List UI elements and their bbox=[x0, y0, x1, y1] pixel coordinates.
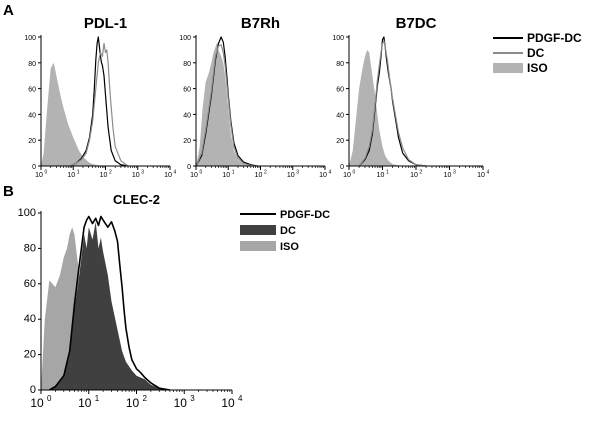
x-tick-exponent: 4 bbox=[487, 170, 490, 176]
y-tick-label: 40 bbox=[336, 112, 344, 119]
legend-label-pdgf-dc: PDGF-DC bbox=[280, 209, 330, 221]
x-tick-exponent: 0 bbox=[353, 170, 356, 176]
x-tick-label: 10 bbox=[190, 172, 198, 179]
y-tick-label: 60 bbox=[336, 87, 344, 94]
legend-label-dc: DC bbox=[280, 225, 296, 237]
y-tick-label: 100 bbox=[18, 207, 36, 219]
x-tick-exponent: 2 bbox=[109, 170, 112, 176]
y-tick-label: 40 bbox=[183, 112, 191, 119]
x-tick-exponent: 1 bbox=[77, 170, 80, 176]
x-tick-exponent: 4 bbox=[329, 170, 332, 176]
chart-title: B7DC bbox=[396, 15, 437, 32]
legend-label-dc: DC bbox=[527, 46, 545, 60]
series-iso-fill bbox=[41, 62, 106, 166]
x-tick-exponent: 2 bbox=[420, 170, 423, 176]
legend-label-iso: ISO bbox=[280, 241, 299, 253]
x-tick-label: 10 bbox=[410, 172, 418, 179]
chart-title: PDL-1 bbox=[84, 15, 127, 32]
x-tick-exponent: 3 bbox=[190, 394, 195, 403]
y-tick-label: 20 bbox=[24, 349, 36, 361]
x-tick-exponent: 3 bbox=[453, 170, 456, 176]
x-tick-label: 10 bbox=[343, 172, 351, 179]
y-tick-label: 20 bbox=[183, 138, 191, 145]
x-tick-exponent: 4 bbox=[238, 394, 243, 403]
chart-title: B7Rh bbox=[241, 15, 280, 32]
y-tick-label: 100 bbox=[332, 35, 344, 42]
chart-title: CLEC-2 bbox=[113, 192, 160, 207]
y-tick-label: 0 bbox=[30, 384, 36, 396]
legend-swatch-iso bbox=[240, 241, 276, 251]
series-dc-line bbox=[358, 40, 427, 167]
x-tick-label: 10 bbox=[377, 172, 385, 179]
y-tick-label: 20 bbox=[28, 138, 36, 145]
panel-b-label: B bbox=[3, 183, 14, 200]
legend-swatch-iso bbox=[493, 63, 523, 73]
x-tick-exponent: 2 bbox=[264, 170, 267, 176]
legend-label-pdgf-dc: PDGF-DC bbox=[527, 31, 582, 45]
y-tick-label: 40 bbox=[24, 313, 36, 325]
x-tick-label: 10 bbox=[222, 172, 230, 179]
series-dc-line bbox=[69, 42, 129, 167]
series-dc-line bbox=[195, 44, 258, 167]
panel-a-label: A bbox=[3, 2, 14, 19]
y-tick-label: 60 bbox=[183, 87, 191, 94]
x-tick-exponent: 0 bbox=[200, 170, 203, 176]
series-iso-fill bbox=[196, 42, 251, 167]
y-tick-label: 80 bbox=[183, 61, 191, 68]
y-tick-label: 100 bbox=[179, 35, 191, 42]
x-tick-label: 10 bbox=[221, 396, 235, 410]
x-tick-label: 10 bbox=[35, 172, 43, 179]
y-tick-label: 0 bbox=[32, 164, 36, 171]
x-tick-exponent: 3 bbox=[141, 170, 144, 176]
x-tick-label: 10 bbox=[100, 172, 108, 179]
legend-swatch-dc bbox=[240, 225, 276, 235]
y-tick-label: 20 bbox=[336, 138, 344, 145]
x-tick-label: 10 bbox=[477, 172, 485, 179]
x-tick-label: 10 bbox=[126, 396, 140, 410]
x-tick-label: 10 bbox=[255, 172, 263, 179]
x-tick-label: 10 bbox=[164, 172, 172, 179]
x-tick-exponent: 2 bbox=[143, 394, 148, 403]
series-pdgf-dc-line bbox=[48, 215, 171, 391]
x-tick-label: 10 bbox=[67, 172, 75, 179]
y-tick-label: 0 bbox=[340, 164, 344, 171]
x-tick-label: 10 bbox=[78, 396, 92, 410]
series-dc-fill bbox=[49, 221, 170, 390]
series-pdgf-dc-line bbox=[69, 36, 129, 167]
x-tick-label: 10 bbox=[174, 396, 188, 410]
x-tick-exponent: 1 bbox=[232, 170, 235, 176]
x-tick-label: 10 bbox=[30, 396, 44, 410]
x-tick-label: 10 bbox=[319, 172, 327, 179]
x-tick-exponent: 1 bbox=[386, 170, 389, 176]
y-tick-label: 80 bbox=[336, 61, 344, 68]
y-tick-label: 60 bbox=[24, 278, 36, 290]
y-tick-label: 0 bbox=[187, 164, 191, 171]
legend-label-iso: ISO bbox=[527, 61, 548, 75]
x-tick-exponent: 4 bbox=[174, 170, 177, 176]
y-tick-label: 60 bbox=[28, 87, 36, 94]
x-tick-exponent: 0 bbox=[45, 170, 48, 176]
y-tick-label: 80 bbox=[28, 61, 36, 68]
series-iso-fill bbox=[349, 49, 406, 166]
x-tick-label: 10 bbox=[287, 172, 295, 179]
y-tick-label: 100 bbox=[24, 35, 36, 42]
x-tick-exponent: 1 bbox=[95, 394, 100, 403]
x-tick-label: 10 bbox=[132, 172, 140, 179]
x-tick-exponent: 3 bbox=[296, 170, 299, 176]
x-tick-exponent: 0 bbox=[47, 394, 52, 403]
x-tick-label: 10 bbox=[444, 172, 452, 179]
y-tick-label: 80 bbox=[24, 242, 36, 254]
y-tick-label: 40 bbox=[28, 112, 36, 119]
